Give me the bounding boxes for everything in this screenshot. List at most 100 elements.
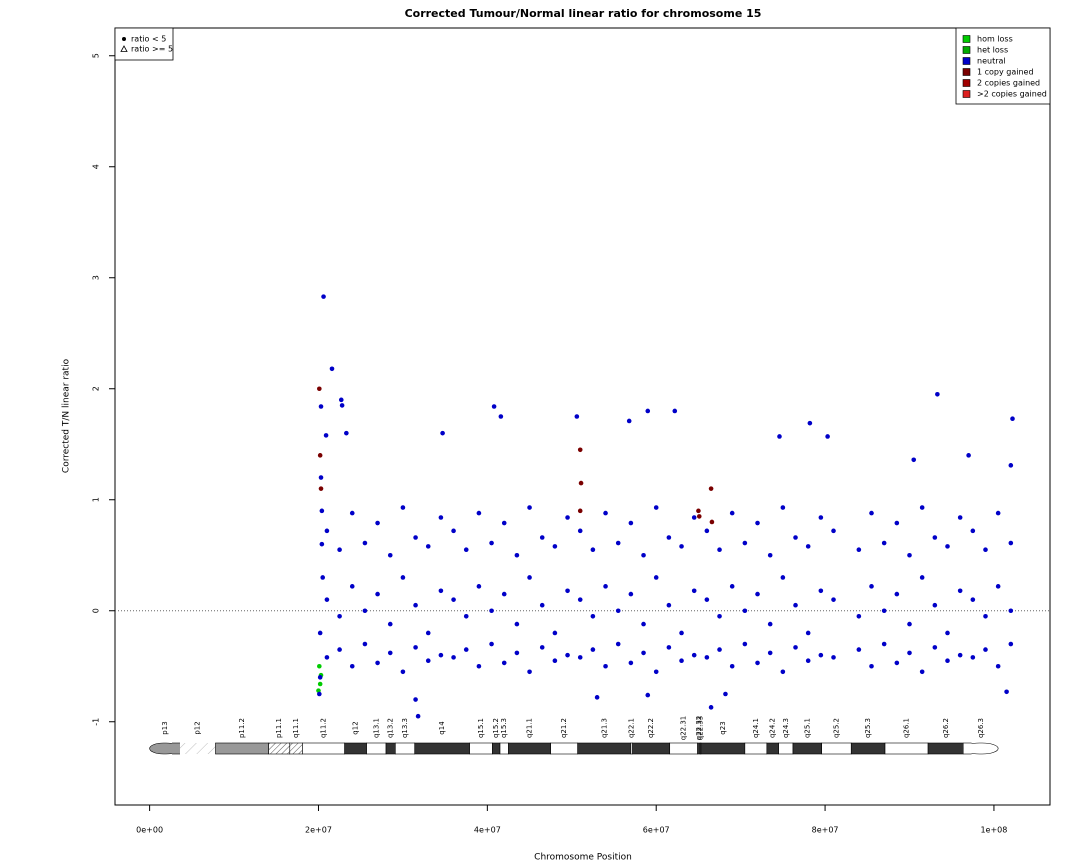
- data-point: [691, 515, 697, 520]
- data-point: [691, 588, 697, 594]
- data-point: [807, 420, 813, 426]
- data-point: [831, 597, 836, 602]
- data-point: [320, 575, 326, 580]
- legend-label: >2 copies gained: [977, 90, 1047, 99]
- data-point: [603, 510, 608, 516]
- data-point: [805, 544, 811, 549]
- legend-swatch: [962, 46, 971, 54]
- data-point: [780, 669, 786, 675]
- data-point: [767, 650, 773, 656]
- x-tick-label: 2e+07: [305, 826, 332, 835]
- data-point: [451, 528, 456, 534]
- ideogram-label: q22.32: [695, 716, 703, 740]
- ideogram-band: [697, 742, 701, 755]
- data-point: [514, 552, 520, 558]
- data-point: [413, 535, 418, 540]
- data-point: [1004, 689, 1009, 695]
- data-point: [552, 658, 558, 663]
- data-point: [438, 652, 444, 658]
- legend-symbol: [122, 37, 126, 41]
- data-point: [628, 591, 634, 597]
- ideogram-band: [344, 742, 367, 755]
- data-point: [825, 434, 830, 439]
- data-point: [945, 544, 950, 549]
- data-point: [539, 602, 545, 608]
- data-point: [742, 608, 748, 614]
- data-point: [476, 584, 482, 589]
- data-point: [666, 645, 672, 650]
- data-point: [317, 675, 323, 680]
- data-point: [476, 510, 482, 516]
- ideogram-band: [180, 743, 216, 754]
- data-point: [387, 621, 393, 627]
- ideogram-label: q22.2: [647, 718, 655, 738]
- data-point: [329, 366, 335, 372]
- data-point: [615, 641, 621, 647]
- data-point: [451, 597, 456, 602]
- data-point: [574, 414, 580, 419]
- data-point: [501, 591, 507, 597]
- data-point: [319, 541, 325, 547]
- data-point: [945, 658, 950, 663]
- data-point: [869, 663, 874, 669]
- data-point: [970, 528, 976, 534]
- ideogram-label: q12: [352, 721, 360, 734]
- data-point: [337, 647, 342, 652]
- data-point: [793, 535, 798, 540]
- data-point: [869, 584, 874, 589]
- data-point: [565, 515, 570, 520]
- data-point: [324, 597, 330, 602]
- data-point: [489, 608, 494, 614]
- data-point: [318, 404, 324, 409]
- data-point: [932, 602, 938, 608]
- data-point: [565, 588, 570, 594]
- x-tick-label: 6e+07: [643, 826, 670, 835]
- data-point: [317, 386, 322, 392]
- data-point: [501, 660, 507, 666]
- data-point: [704, 528, 710, 534]
- data-point: [907, 650, 912, 656]
- data-point: [679, 544, 684, 549]
- data-point: [966, 453, 971, 458]
- ideogram-band-fill: [963, 743, 972, 754]
- data-point: [552, 630, 558, 636]
- data-point: [626, 418, 632, 424]
- data-point: [995, 584, 1001, 589]
- data-point: [349, 510, 355, 516]
- data-point: [628, 660, 634, 666]
- ideogram-label: q26.3: [977, 718, 985, 738]
- data-point: [957, 652, 963, 658]
- data-point: [400, 505, 406, 510]
- data-point: [780, 505, 786, 510]
- data-point: [577, 447, 583, 453]
- data-point: [628, 520, 634, 526]
- data-point: [590, 647, 596, 652]
- ideogram-label: q23: [719, 721, 727, 734]
- ideogram-band: [215, 742, 269, 755]
- ideogram-label: q25.1: [803, 718, 811, 738]
- data-point: [717, 547, 722, 552]
- x-tick-label: 4e+07: [474, 826, 501, 835]
- legend-swatch: [962, 35, 971, 43]
- ideogram-band: [744, 742, 768, 755]
- ideogram-band: [395, 742, 416, 755]
- data-point: [709, 519, 715, 525]
- y-axis-label: Corrected T/N linear ratio: [62, 358, 72, 473]
- data-point: [440, 430, 445, 436]
- data-point: [590, 614, 596, 619]
- ideogram-band: [289, 742, 303, 755]
- data-point: [919, 505, 925, 510]
- data-point: [672, 408, 678, 414]
- legend-swatch: [962, 90, 971, 98]
- data-point: [755, 520, 760, 526]
- ideogram-label: q15.3: [500, 718, 508, 738]
- ideogram-band-fill: [172, 743, 181, 754]
- ideogram-band: [669, 742, 698, 755]
- ideogram-label: q22.1: [628, 718, 636, 738]
- ideogram-label: p11.1: [275, 718, 283, 738]
- data-point: [438, 515, 444, 520]
- ideogram-band: [508, 742, 551, 755]
- data-point: [527, 575, 532, 580]
- data-point: [552, 544, 558, 549]
- data-point: [911, 457, 917, 463]
